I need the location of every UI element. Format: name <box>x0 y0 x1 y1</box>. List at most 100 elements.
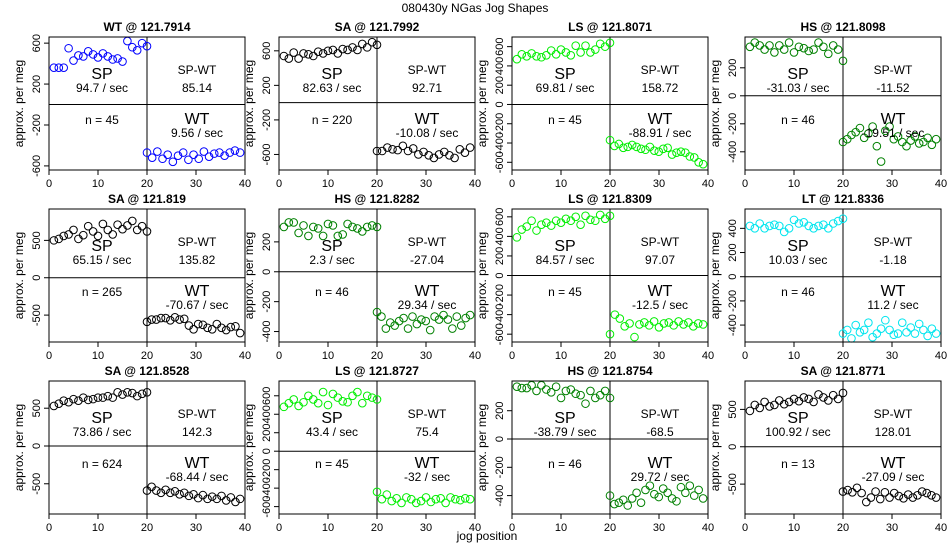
sp-point <box>79 393 88 402</box>
sp-point <box>561 214 571 224</box>
wt-point <box>861 497 871 507</box>
wt-point <box>450 153 459 163</box>
sp-point <box>64 397 73 407</box>
wt-point <box>175 315 184 324</box>
x-tick-label: 40 <box>469 178 481 190</box>
x-tick-label: 40 <box>702 178 714 190</box>
wt-point <box>212 494 222 504</box>
wt-label: WT <box>881 283 906 300</box>
wt-point <box>209 149 219 158</box>
diff-label: SP-WT <box>874 63 913 77</box>
y-tick-label: 200 <box>31 75 43 93</box>
y-tick-label: -200 <box>494 284 506 306</box>
n-label: n = 13 <box>781 457 815 471</box>
sp-point <box>313 47 323 56</box>
sp-point <box>546 221 556 230</box>
sp-point <box>343 397 352 407</box>
plot-frame <box>278 36 476 171</box>
sp-point <box>362 222 372 232</box>
x-tick-label: 40 <box>239 522 251 534</box>
sp-point <box>537 220 546 229</box>
sp-rate: 10.03 / sec <box>769 253 828 267</box>
wt-point <box>681 488 690 498</box>
wt-point <box>875 494 885 504</box>
wt-point <box>908 493 918 502</box>
x-tick-label: 30 <box>886 350 898 362</box>
wt-point <box>694 157 703 167</box>
sp-point <box>289 48 299 57</box>
wt-point <box>838 137 848 147</box>
sp-point <box>542 385 551 394</box>
wt-point <box>193 319 203 329</box>
sp-point <box>54 399 64 408</box>
wt-point <box>842 325 852 335</box>
diff-value: 75.4 <box>415 425 439 439</box>
sp-point <box>348 43 357 52</box>
sp-point <box>372 222 382 232</box>
wt-label: WT <box>648 111 673 128</box>
y-tick-label: -200 <box>727 113 739 135</box>
n-label: n = 46 <box>781 285 815 299</box>
x-tick-label: 0 <box>46 178 52 190</box>
sp-point <box>814 390 823 399</box>
wt-rate: -70.67 / sec <box>166 298 229 312</box>
sp-point <box>93 393 103 402</box>
sp-point <box>586 215 595 225</box>
sp-point <box>309 51 318 61</box>
wt-point <box>667 150 677 159</box>
sp-point <box>142 41 152 51</box>
sp-point <box>372 395 382 404</box>
wt-point <box>605 329 615 339</box>
figure-title: 080430y NGas Jog Shapes <box>402 1 549 15</box>
wt-point <box>689 491 699 500</box>
sp-rate: 65.15 / sec <box>73 253 132 267</box>
wt-point <box>843 485 852 495</box>
y-tick-label: -400 <box>727 314 739 336</box>
sp-rate: 100.92 / sec <box>765 425 830 439</box>
x-tick-label: 40 <box>702 350 714 362</box>
sp-label: SP <box>321 66 342 83</box>
wt-point <box>153 147 162 156</box>
x-tick-label: 20 <box>604 350 616 362</box>
sp-point <box>595 390 605 400</box>
wt-point <box>461 313 470 323</box>
diff-label: SP-WT <box>178 235 217 249</box>
panel-title: LS @ 121.8727 <box>335 364 419 378</box>
sp-rate: 69.81 / sec <box>536 81 595 95</box>
sp-point <box>318 387 328 397</box>
wt-point <box>851 320 860 330</box>
x-tick-label: 0 <box>509 178 515 190</box>
x-tick-label: 20 <box>141 350 153 362</box>
diff-value: -68.5 <box>646 425 674 439</box>
wt-point <box>235 148 245 157</box>
y-tick-label: -400 <box>494 304 506 326</box>
y-tick-label: -500 <box>727 473 739 495</box>
sp-point <box>745 221 755 231</box>
x-tick-label: 30 <box>653 178 665 190</box>
wt-point <box>161 313 170 323</box>
wt-point <box>838 487 848 496</box>
y-tick-label: 200 <box>261 76 273 94</box>
wt-point <box>927 324 937 334</box>
sp-point <box>561 386 571 396</box>
diff-label: SP-WT <box>408 235 447 249</box>
sp-point <box>279 222 289 232</box>
sp-point <box>765 221 774 231</box>
sp-point <box>289 395 299 404</box>
wt-point <box>636 144 646 154</box>
diff-label: SP-WT <box>408 407 447 421</box>
sp-label: SP <box>321 238 342 255</box>
x-tick-label: 10 <box>322 178 334 190</box>
sp-point <box>64 230 73 239</box>
diff-label: SP-WT <box>641 407 680 421</box>
wt-point <box>221 496 231 505</box>
wt-point <box>649 317 659 326</box>
wt-point <box>627 494 637 503</box>
sp-point <box>512 233 522 242</box>
sp-point <box>362 43 372 52</box>
y-axis-label: approx. per meg <box>475 404 489 491</box>
wt-point <box>650 146 659 156</box>
y-tick-label: -200 <box>261 109 273 131</box>
y-tick-label: 0 <box>727 444 739 450</box>
wt-point <box>654 147 664 156</box>
